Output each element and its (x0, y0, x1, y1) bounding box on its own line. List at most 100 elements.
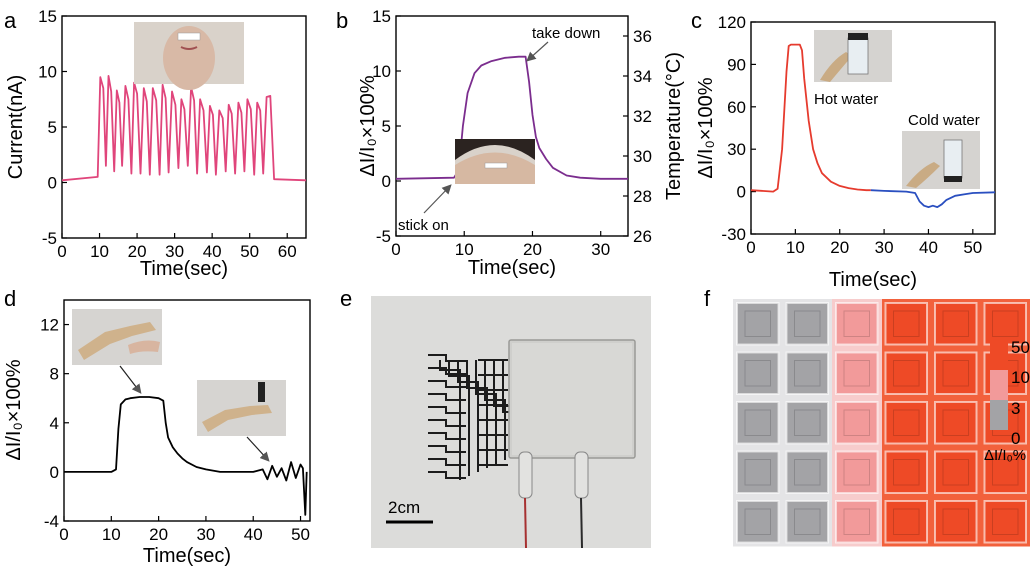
heatmap-cell-inner (992, 508, 1019, 535)
x-tick-label-c: 20 (830, 238, 849, 257)
heatmap-grid (733, 299, 1030, 547)
plot-frame-b (395, 15, 629, 237)
x-tick-label-c: 50 (963, 238, 982, 257)
annotation-hot-water: Hot water (814, 91, 878, 108)
y-axis-label-d: ΔI/I₀×100% (3, 359, 25, 460)
colorbar-segment (990, 370, 1008, 400)
panel-label-d: d (4, 286, 16, 311)
heatmap-cell-inner (744, 409, 771, 436)
inset-photo-forehead (455, 139, 535, 184)
heatmap-cell-inner (794, 508, 821, 535)
heatmap-cell-inner (744, 310, 771, 337)
heatmap-cell-inner (843, 360, 870, 387)
colorbar-segment (990, 400, 1008, 430)
electrode-trace (428, 445, 466, 453)
y-axis-label-a: Current(nA) (5, 75, 27, 179)
x-tick-label-c: 0 (746, 238, 755, 257)
panel-label-e: e (340, 286, 352, 311)
inset-photo-cold-water (902, 131, 980, 189)
heatmap-cell-inner (992, 310, 1019, 337)
y-tick-label-d: 12 (40, 316, 59, 335)
heatmap-cell-inner (744, 459, 771, 486)
y-tick-label-d: 4 (50, 414, 59, 433)
heatmap-cell-inner (744, 360, 771, 387)
colorbar-label: ΔI/I₀% (984, 447, 1026, 464)
plot-frame-c (750, 21, 996, 235)
heatmap-cell-inner (942, 459, 969, 486)
series-line-c-hot (750, 43, 871, 193)
x-tick-label-a: 40 (203, 242, 222, 261)
y-axis-label-right-b: Temperature(°C) (663, 52, 685, 200)
panel-e: e 2cm (340, 286, 651, 549)
electrode-trace (428, 393, 466, 401)
heatmap-cell-inner (942, 360, 969, 387)
colorbar-tick-label: 10 (1011, 368, 1030, 387)
x-tick-label-a: 20 (128, 242, 147, 261)
heatmap-cell-inner (794, 310, 821, 337)
series-line-b-0 (395, 55, 628, 180)
electrode-trace (428, 471, 466, 479)
heatmap-cell-inner (744, 508, 771, 535)
annotation-stick-on: stick on (398, 217, 449, 234)
x-tick-label-a: 50 (240, 242, 259, 261)
heatmap-cell-inner (843, 310, 870, 337)
heatmap-cell-inner (843, 409, 870, 436)
series-line-d-0 (64, 396, 308, 516)
y-tick-label-c: -30 (721, 225, 746, 244)
x-tick-label-b: 30 (591, 240, 610, 259)
electrode-trace (428, 432, 466, 440)
device-photo (371, 296, 651, 549)
x-tick-label-c: 30 (875, 238, 894, 257)
heatmap-cell-inner (893, 459, 920, 486)
y-tick-label-c: 120 (718, 13, 746, 32)
y-right-tick-label-b: 36 (633, 27, 652, 46)
x-axis-label-a: Time(sec) (140, 258, 228, 280)
heatmap-cell-inner (942, 508, 969, 535)
heatmap-cell-inner (942, 409, 969, 436)
inset-photo-hot-water (814, 30, 892, 82)
x-tick-label-a: 60 (278, 242, 297, 261)
scale-bar-label: 2cm (388, 498, 420, 517)
panel-label-c: c (691, 8, 702, 33)
electrode-trace (428, 354, 466, 362)
electrode-trace (428, 458, 466, 466)
y-tick-label-b: 10 (372, 62, 391, 81)
heatmap-cell (934, 401, 978, 445)
series-line-a-0 (61, 75, 307, 182)
y-tick-label-b: -5 (376, 227, 391, 246)
x-tick-label-c: 10 (786, 238, 805, 257)
y-tick-label-a: 0 (48, 174, 57, 193)
heatmap-cell-inner (843, 508, 870, 535)
x-axis-label-c: Time(sec) (829, 269, 917, 291)
arrow-finger-touch (246, 436, 270, 462)
heatmap-cell-inner (893, 508, 920, 535)
heatmap-cell-inner (893, 310, 920, 337)
x-tick-label-a: 0 (57, 242, 66, 261)
y-tick-label-d: 8 (50, 365, 59, 384)
heatmap-cell-inner (794, 409, 821, 436)
y-tick-label-c: 0 (737, 183, 746, 202)
panel-f: f 50 10 3 0 ΔI/I₀% (704, 286, 1030, 547)
y-tick-label-b: 15 (372, 7, 391, 26)
colorbar-tick-label: 50 (1011, 338, 1030, 357)
y-tick-label-c: 60 (727, 98, 746, 117)
x-tick-label-d: 30 (196, 525, 215, 544)
x-tick-label-d: 40 (244, 525, 263, 544)
series-line-c-cold (870, 189, 996, 209)
y-right-tick-label-b: 32 (633, 107, 652, 126)
x-tick-label-c: 40 (919, 238, 938, 257)
electrode-trace (428, 406, 466, 414)
y-right-tick-label-b: 28 (633, 187, 652, 206)
y-tick-label-a: 5 (48, 118, 57, 137)
heatmap-cell-inner (893, 360, 920, 387)
y-right-tick-label-b: 34 (633, 67, 652, 86)
x-tick-label-a: 10 (90, 242, 109, 261)
y-axis-label-b: ΔI/I₀×100% (357, 75, 379, 176)
y-right-tick-label-b: 30 (633, 147, 652, 166)
annotation-take-down: take down (532, 25, 600, 42)
